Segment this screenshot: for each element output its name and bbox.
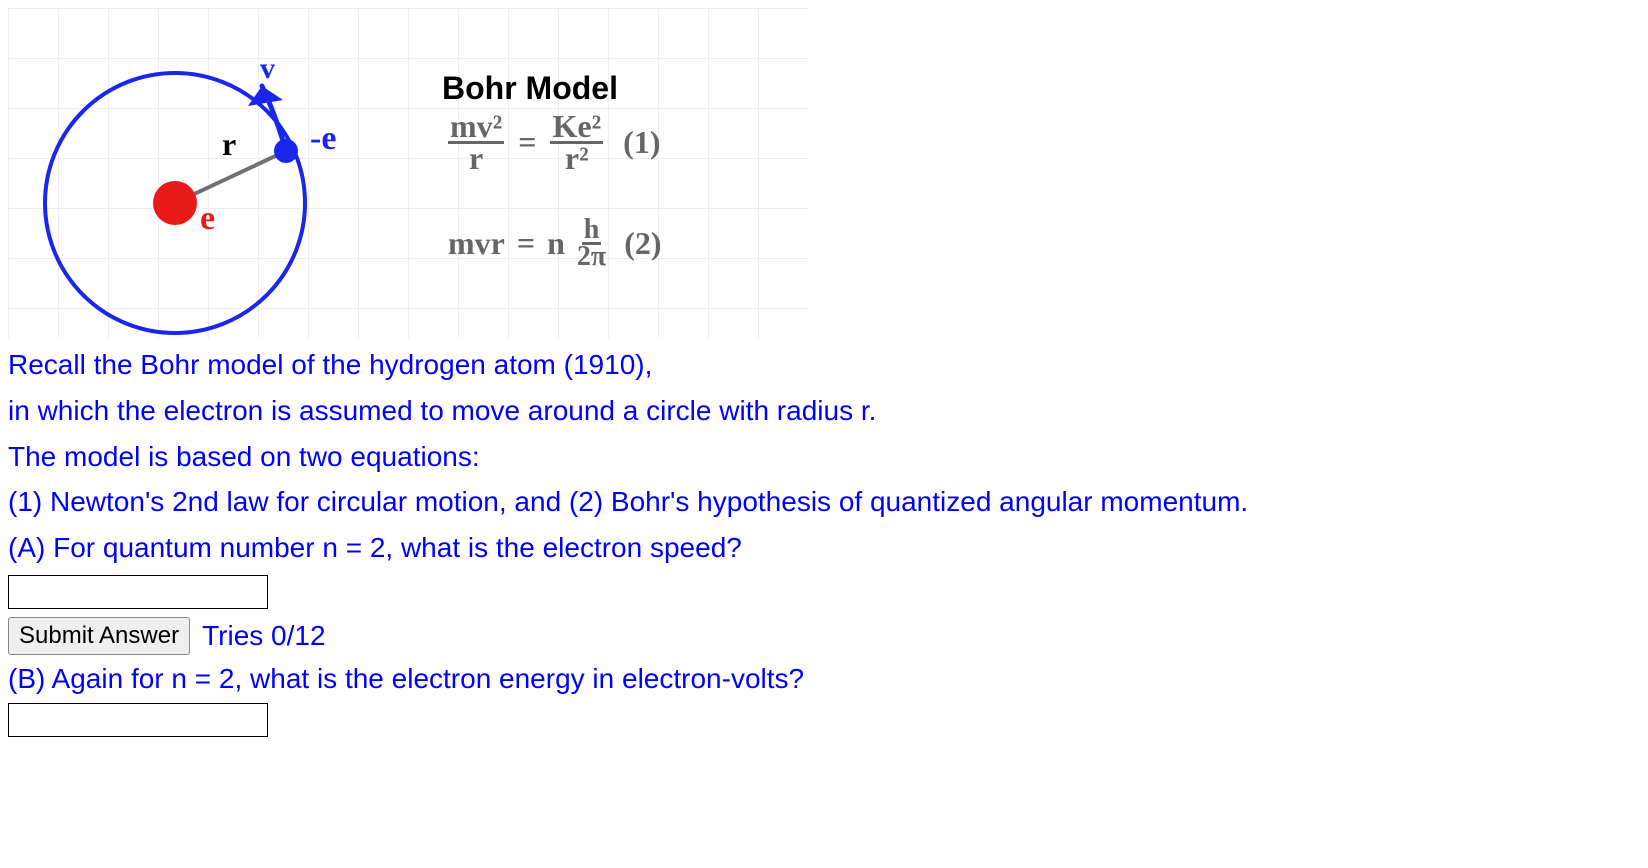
radius-label: r [222,126,236,163]
nucleus-dot [153,181,197,225]
bohr-svg [8,8,808,338]
eq1-tag: (1) [623,124,660,161]
answer-input-a[interactable] [8,575,268,609]
eq1-equals: = [518,124,536,161]
prompt-text: Recall the Bohr model of the hydrogen at… [8,346,1640,567]
answer-input-b[interactable] [8,703,268,737]
submit-answer-button[interactable]: Submit Answer [8,617,190,655]
velocity-arrow-head [248,86,283,106]
prompt-line: (1) Newton's 2nd law for circular motion… [8,483,1640,521]
eq1-rhs-bot: r² [565,144,589,173]
equation-1: mv² r = Ke² r² (1) [448,112,660,173]
eq1-lhs-bot: r [469,144,483,173]
velocity-label: v [260,52,275,86]
prompt-line: Recall the Bohr model of the hydrogen at… [8,346,1640,384]
prompt-line-b: (B) Again for n = 2, what is the electro… [8,663,1640,695]
bohr-diagram: Bohr Model e -e r v mv² r = Ke² r² (1) m… [8,8,808,338]
tries-label: Tries 0/12 [202,620,325,652]
prompt-line-a: (A) For quantum number n = 2, what is th… [8,529,1640,567]
eq2-n: n [547,225,565,262]
prompt-line: in which the electron is assumed to move… [8,392,1640,430]
eq2-lhs: mvr [448,225,505,262]
eq2-equals: = [517,225,535,262]
submit-row: Submit Answer Tries 0/12 [8,617,1640,655]
electron-label: -e [310,120,336,158]
prompt-line: The model is based on two equations: [8,438,1640,476]
eq2-tag: (2) [624,225,661,262]
nucleus-label: e [200,200,215,238]
eq2-rhs-bot: 2π [577,245,606,269]
equation-2: mvr = n h 2π (2) [448,218,662,269]
